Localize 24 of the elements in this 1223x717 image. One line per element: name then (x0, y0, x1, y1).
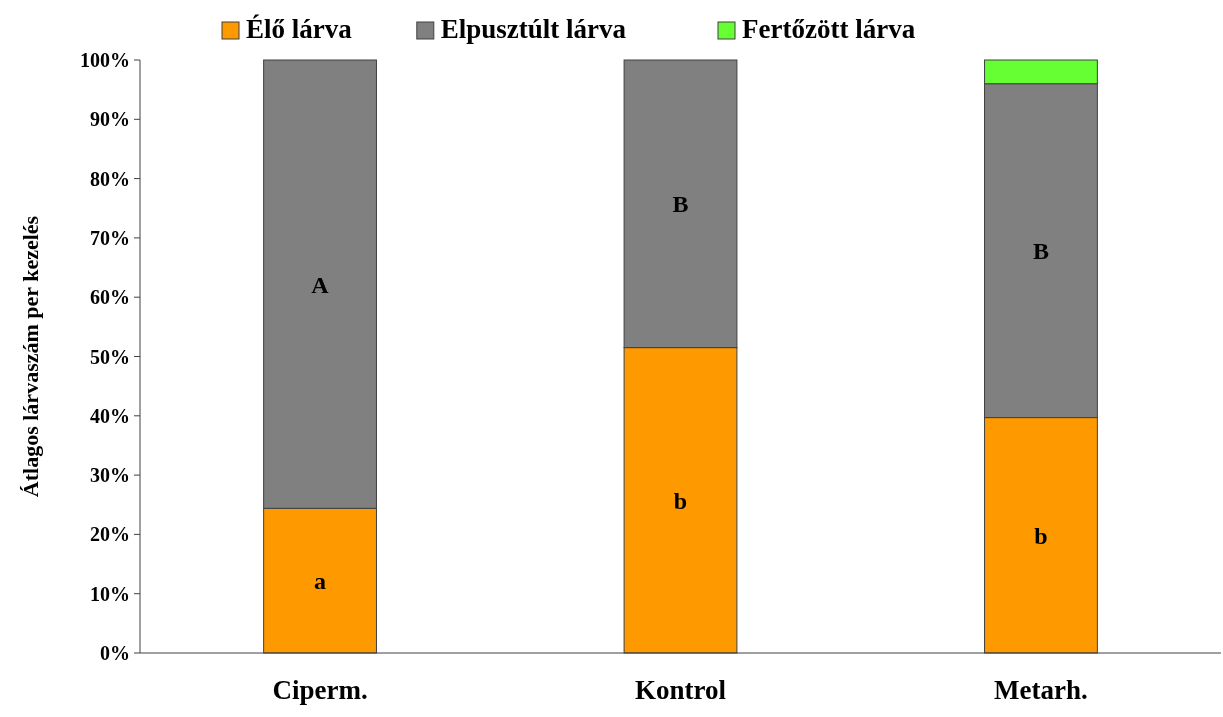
y-axis-title: Átlagos lárvaszám per kezelés (18, 215, 43, 498)
x-tick-label: Kontrol (634, 675, 727, 705)
x-tick-label: Ciperm. (272, 675, 368, 705)
data-label: a (314, 568, 327, 595)
x-tick-label: Metarh. (994, 675, 1088, 705)
legend-label: Elpusztúlt lárva (440, 14, 627, 44)
y-tick-label: 70% (90, 226, 130, 249)
y-tick-label: 30% (90, 464, 130, 487)
data-label: B (1032, 238, 1049, 265)
legend-label: Fertőzött lárva (742, 14, 916, 44)
y-tick-label: 10% (90, 582, 130, 605)
y-tick-label: 20% (90, 523, 130, 546)
y-tick-label: 0% (100, 642, 130, 664)
data-label: B (672, 191, 689, 218)
y-tick-label: 60% (90, 286, 130, 309)
y-tick-label: 50% (90, 345, 130, 368)
y-tick-label: 100% (80, 49, 130, 71)
legend-label: Élő lárva (246, 14, 353, 44)
y-tick-label: 80% (90, 167, 130, 190)
y-tick-label: 40% (90, 404, 130, 427)
y-tick-label: 90% (90, 108, 130, 131)
data-label: A (311, 271, 330, 298)
data-label: b (673, 487, 688, 514)
data-label: b (1034, 522, 1048, 549)
